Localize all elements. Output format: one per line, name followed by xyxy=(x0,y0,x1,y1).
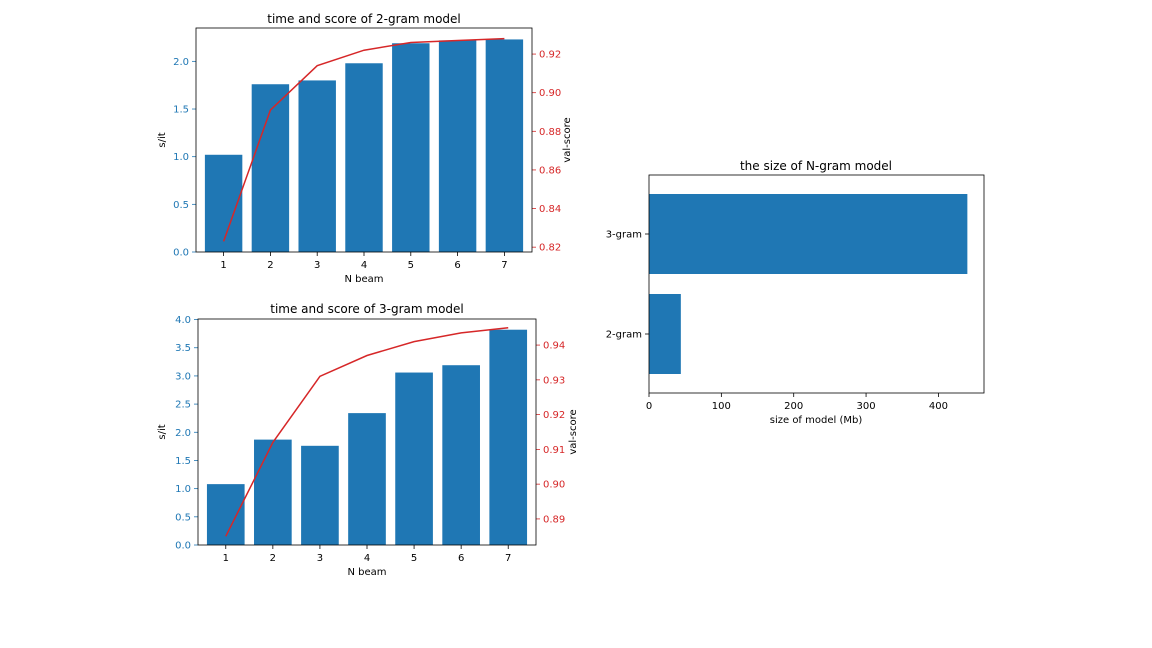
chart-3gram-score-line xyxy=(225,326,509,537)
chart-size-bar-2-gram xyxy=(649,294,681,374)
chart-3gram-y2tick-label-2: 0.91 xyxy=(543,445,565,456)
chart-3gram-xtick-label-6: 6 xyxy=(458,553,464,564)
chart-2gram-ytick-label-1: 0.5 xyxy=(173,200,189,211)
chart-2gram-xtick-label-7: 7 xyxy=(501,260,507,271)
chart-2gram-bar-7 xyxy=(485,39,524,253)
chart-3gram-bar-4 xyxy=(348,413,386,545)
chart-size-bar-3-gram xyxy=(649,194,968,274)
chart-3gram-ytick-label-3: 1.5 xyxy=(175,456,191,467)
chart-size-frame xyxy=(648,174,985,394)
chart-2gram-bar-5 xyxy=(392,43,430,252)
chart-size-ytick-label-2-gram: 2-gram xyxy=(606,330,642,341)
chart-3gram-ytick-label-8: 4.0 xyxy=(175,315,191,326)
chart-3gram-xlabel: N beam xyxy=(347,567,386,578)
chart-size: the size of N-gram model size of model (… xyxy=(606,159,985,426)
chart-3gram-y2tick-label-3: 0.92 xyxy=(543,410,565,421)
chart-2gram-xlabel: N beam xyxy=(344,274,383,285)
chart-2gram-xtick-label-5: 5 xyxy=(408,260,414,271)
chart-2gram-ytick-label-2: 1.0 xyxy=(173,152,189,163)
chart-2gram: time and score of 2-gram model N beam s/… xyxy=(157,12,573,285)
chart-2gram-xtick-label-6: 6 xyxy=(454,260,460,271)
chart-size-title: the size of N-gram model xyxy=(740,159,892,173)
chart-size-ytick-label-3-gram: 3-gram xyxy=(606,230,642,241)
chart-3gram-bar-2 xyxy=(254,439,292,545)
chart-3gram-ytick-label-6: 3.0 xyxy=(175,371,191,382)
chart-2gram-xtick-label-3: 3 xyxy=(314,260,320,271)
chart-2gram-ytick-label-4: 2.0 xyxy=(173,57,189,68)
chart-2gram-y2tick-label-5: 0.92 xyxy=(539,50,561,61)
chart-3gram-xtick-label-1: 1 xyxy=(223,553,229,564)
chart-size-xtick-label-2: 200 xyxy=(784,401,803,412)
chart-2gram-bar-3 xyxy=(298,80,336,252)
chart-3gram-xtick-label-4: 4 xyxy=(364,553,370,564)
chart-3gram-ytick-label-2: 1.0 xyxy=(175,484,191,495)
chart-3gram-y2tick-label-5: 0.94 xyxy=(543,341,565,352)
chart-3gram-bar-5 xyxy=(395,372,433,545)
chart-3gram-xtick-label-7: 7 xyxy=(505,553,511,564)
chart-2gram-y2tick-label-2: 0.86 xyxy=(539,165,561,176)
chart-2gram-xtick-label-2: 2 xyxy=(267,260,273,271)
chart-3gram-ytick-label-5: 2.5 xyxy=(175,400,191,411)
chart-size-xtick-label-4: 400 xyxy=(929,401,948,412)
chart-2gram-y2tick-label-1: 0.84 xyxy=(539,204,561,215)
chart-2gram-bar-1 xyxy=(204,154,243,252)
chart-2gram-xtick-label-1: 1 xyxy=(220,260,226,271)
chart-2gram-bar-6 xyxy=(438,40,477,252)
chart-2gram-y2tick-label-4: 0.90 xyxy=(539,88,561,99)
chart-3gram: time and score of 3-gram model N beam s/… xyxy=(157,302,579,578)
chart-3gram-xtick-label-5: 5 xyxy=(411,553,417,564)
chart-size-xtick-label-0: 0 xyxy=(646,401,652,412)
chart-3gram-ytick-label-0: 0.0 xyxy=(175,541,191,552)
chart-3gram-ytick-label-7: 3.5 xyxy=(175,343,191,354)
chart-2gram-title: time and score of 2-gram model xyxy=(267,12,461,26)
chart-3gram-y2tick-label-4: 0.93 xyxy=(543,375,565,386)
chart-2gram-ytick-label-3: 1.5 xyxy=(173,105,189,116)
chart-2gram-score-line xyxy=(222,37,505,242)
chart-3gram-y2tick-label-1: 0.90 xyxy=(543,480,565,491)
chart-3gram-title: time and score of 3-gram model xyxy=(270,302,464,316)
chart-3gram-ylabel: s/it xyxy=(157,424,168,439)
chart-3gram-xtick-label-2: 2 xyxy=(270,553,276,564)
chart-size-xtick-label-1: 100 xyxy=(712,401,731,412)
chart-2gram-bar-4 xyxy=(345,63,383,253)
chart-2gram-frame xyxy=(195,27,533,253)
chart-3gram-bar-6 xyxy=(442,365,480,545)
chart-3gram-bar-7 xyxy=(489,329,528,545)
chart-3gram-y2label: val-score xyxy=(568,409,579,454)
chart-2gram-xtick-label-4: 4 xyxy=(361,260,367,271)
chart-size-xlabel: size of model (Mb) xyxy=(770,415,863,426)
chart-2gram-y2tick-label-3: 0.88 xyxy=(539,127,561,138)
chart-2gram-y2label: val-score xyxy=(562,117,573,162)
chart-3gram-xtick-label-3: 3 xyxy=(317,553,323,564)
chart-size-xtick-label-3: 300 xyxy=(857,401,876,412)
chart-3gram-ytick-label-4: 2.0 xyxy=(175,428,191,439)
chart-2gram-ytick-label-0: 0.0 xyxy=(173,248,189,259)
chart-2gram-y2tick-label-0: 0.82 xyxy=(539,243,561,254)
chart-3gram-frame xyxy=(197,318,537,546)
chart-2gram-ylabel: s/it xyxy=(157,132,168,147)
chart-3gram-ytick-label-1: 0.5 xyxy=(175,512,191,523)
chart-3gram-y2tick-label-0: 0.89 xyxy=(543,514,565,525)
chart-3gram-bar-3 xyxy=(301,445,339,545)
